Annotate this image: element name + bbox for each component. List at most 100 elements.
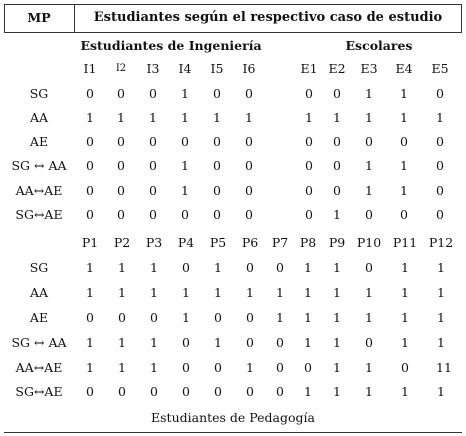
table-cell: 1 (304, 260, 312, 275)
column-header-p12: P12 (428, 235, 454, 250)
table-right-rule (461, 4, 462, 32)
column-header-i3: I3 (146, 61, 160, 76)
table-cell: 0 (149, 86, 157, 101)
table-cell: 0 (246, 310, 254, 325)
table-cell: 1 (304, 384, 312, 399)
table-cell: 1 (333, 207, 341, 222)
table-cell: 1 (117, 110, 125, 125)
table-cell: 1 (365, 285, 373, 300)
table-cell: 1 (118, 335, 126, 350)
table-cell: 1 (365, 86, 373, 101)
table-cell: 0 (150, 310, 158, 325)
table-cell: 0 (86, 183, 94, 198)
table-cell: 0 (118, 384, 126, 399)
table-cell: 0 (305, 134, 313, 149)
main-title: Estudiantes según el respectivo caso de … (93, 10, 443, 25)
table-cell: 1 (181, 158, 189, 173)
table-cell: 1 (118, 285, 126, 300)
table-cell: 1 (86, 285, 94, 300)
table-cell: 1 (304, 310, 312, 325)
table-cell: 0 (86, 310, 94, 325)
table-cell: 1 (333, 260, 341, 275)
table-cell: 0 (245, 158, 253, 173)
table-left-rule (4, 4, 5, 32)
table-cell: 0 (86, 384, 94, 399)
row-label: SG↔AE (15, 384, 63, 399)
table-cell: 1 (214, 335, 222, 350)
table-cell: 1 (333, 310, 341, 325)
table-cell: 1 (150, 285, 158, 300)
table-cell: 0 (436, 134, 444, 149)
table-cell: 1 (86, 110, 94, 125)
column-header-p2: P2 (113, 235, 131, 250)
table-cell: 1 (333, 285, 341, 300)
table-cell: 1 (436, 110, 444, 125)
table-cell: 0 (436, 183, 444, 198)
table-cell: 1 (400, 110, 408, 125)
table-cell: 1 (149, 110, 157, 125)
table-cell: 0 (245, 207, 253, 222)
column-header-p10: P10 (356, 235, 382, 250)
table-cell: 1 (365, 384, 373, 399)
table-cell: 0 (86, 158, 94, 173)
table-cell: 0 (213, 207, 221, 222)
table-cell: 0 (149, 183, 157, 198)
table-cell: 1 (333, 335, 341, 350)
column-header-e1: E1 (300, 61, 318, 76)
column-header-e4: E4 (395, 61, 413, 76)
header-rule (4, 32, 462, 33)
table-cell: 0 (117, 134, 125, 149)
table-top-rule (4, 4, 462, 5)
table-cell: 1 (86, 260, 94, 275)
column-header-p5: P5 (209, 235, 227, 250)
table-bottom-rule (4, 432, 462, 433)
column-header-p1: P1 (81, 235, 99, 250)
table-cell: 1 (333, 384, 341, 399)
column-header-e5: E5 (431, 61, 449, 76)
table-cell: 0 (182, 384, 190, 399)
table-cell: 1 (150, 360, 158, 375)
column-header-i2: I2 (115, 63, 127, 74)
table-cell: 1 (181, 183, 189, 198)
table-cell: 1 (246, 285, 254, 300)
row-label: AA (29, 110, 49, 125)
table-cell: 0 (118, 310, 126, 325)
table-cell: 1 (437, 260, 445, 275)
table-cell: 0 (150, 384, 158, 399)
table-cell: 1 (365, 310, 373, 325)
table-cell: 0 (213, 158, 221, 173)
table-cell: 1 (182, 310, 190, 325)
table-cell: 1 (401, 260, 409, 275)
table-cell: 0 (213, 183, 221, 198)
table-cell: 0 (86, 86, 94, 101)
table-cell: 1 (437, 285, 445, 300)
table-cell: 1 (333, 360, 341, 375)
table-cell: 0 (365, 134, 373, 149)
table-cell: 0 (86, 134, 94, 149)
column-header-i6: I6 (242, 61, 256, 76)
table-cell: 1 (182, 285, 190, 300)
table-cell: 1 (401, 335, 409, 350)
row-label: SG (29, 260, 49, 275)
table-cell: 0 (304, 360, 312, 375)
table-cell: 0 (149, 207, 157, 222)
table-cell: 0 (181, 134, 189, 149)
table-cell: 1 (305, 110, 313, 125)
table-cell: 0 (276, 260, 284, 275)
table-cell: 1 (401, 285, 409, 300)
column-header-i1: I1 (83, 61, 97, 76)
table-cell: 0 (436, 207, 444, 222)
column-header-p9: P9 (328, 235, 346, 250)
table-cell: 0 (117, 86, 125, 101)
table-cell: 0 (333, 158, 341, 173)
table-cell: 1 (245, 110, 253, 125)
table-cell: 0 (305, 207, 313, 222)
table-cell: 0 (436, 158, 444, 173)
table-cell: 11 (436, 360, 452, 375)
row-label: AE (29, 310, 49, 325)
mp-header: MP (27, 10, 51, 25)
row-label: SG↔AE (15, 207, 63, 222)
table-cell: 0 (117, 207, 125, 222)
table-cell: 0 (333, 86, 341, 101)
